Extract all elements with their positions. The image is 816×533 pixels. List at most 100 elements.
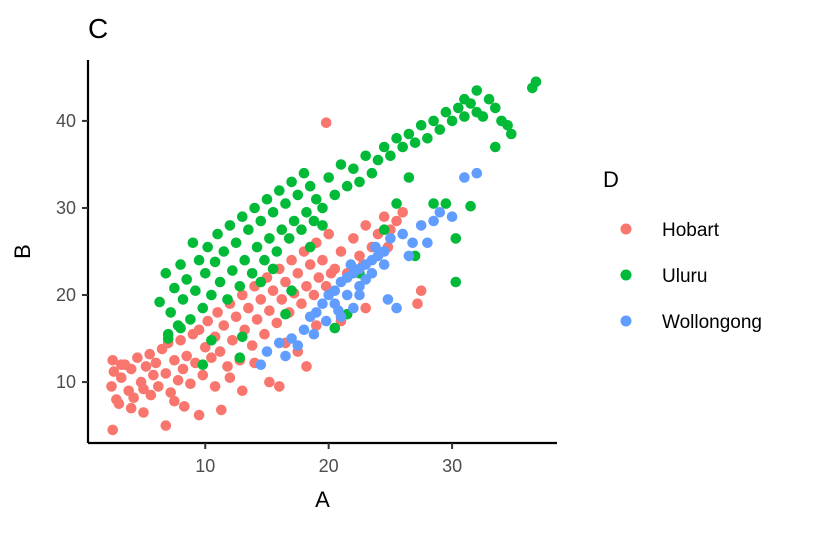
data-point	[187, 237, 199, 249]
data-point	[286, 333, 297, 344]
data-point	[333, 305, 344, 317]
data-point	[138, 407, 149, 418]
data-point	[246, 340, 258, 351]
data-point	[255, 294, 267, 305]
y-tick-label: 30	[56, 198, 76, 218]
data-point	[200, 342, 211, 353]
data-point	[280, 198, 291, 209]
series-wollongong	[255, 167, 483, 371]
data-point	[471, 167, 483, 179]
data-point	[378, 246, 390, 257]
y-tick-label: 40	[56, 111, 76, 131]
data-point	[193, 324, 205, 336]
data-point	[185, 314, 196, 325]
data-point	[267, 263, 279, 275]
data-point	[144, 348, 155, 360]
data-point	[200, 268, 211, 279]
data-point	[440, 198, 452, 209]
data-point	[311, 194, 322, 205]
plot-title: C	[88, 13, 108, 44]
data-point	[360, 302, 372, 314]
data-point	[107, 355, 118, 366]
data-point	[391, 198, 402, 209]
data-point	[360, 274, 372, 285]
x-tick-label: 30	[442, 456, 462, 476]
x-tick-label: 10	[195, 456, 215, 476]
legend: D Hobart Uluru Wollongong	[603, 167, 762, 333]
data-point	[286, 176, 297, 188]
data-point	[150, 357, 162, 369]
data-point	[354, 250, 365, 262]
data-point	[154, 296, 165, 308]
data-point	[434, 124, 446, 135]
data-point	[165, 387, 176, 398]
data-point	[378, 211, 390, 222]
legend-key-uluru	[620, 269, 632, 281]
data-point	[434, 207, 446, 218]
data-point	[209, 256, 221, 268]
data-point	[320, 281, 332, 292]
data-point	[165, 307, 176, 318]
data-point	[341, 289, 353, 301]
data-point	[317, 254, 328, 266]
data-point	[177, 363, 189, 375]
data-point	[214, 346, 226, 357]
data-point	[407, 237, 418, 249]
data-point	[237, 211, 248, 222]
data-point	[169, 395, 180, 407]
data-point	[329, 189, 341, 201]
data-point	[224, 372, 236, 384]
data-point	[255, 276, 267, 288]
points-layer	[106, 76, 542, 436]
data-point	[162, 333, 174, 344]
y-tick-label: 20	[56, 285, 76, 305]
data-point	[385, 233, 396, 244]
data-point	[145, 389, 157, 401]
data-point	[264, 233, 275, 244]
y-axis-ticks: 10 20 30 40	[56, 111, 88, 392]
data-point	[230, 237, 242, 249]
data-point	[341, 180, 353, 192]
data-point	[286, 285, 297, 297]
data-point	[197, 302, 209, 314]
data-point	[403, 250, 415, 262]
data-point	[335, 159, 347, 170]
data-point	[311, 307, 322, 318]
legend-key-hobart	[620, 223, 632, 235]
data-point	[197, 369, 209, 381]
data-point	[317, 220, 328, 231]
data-point	[415, 285, 427, 297]
legend-key-wollongong	[620, 315, 632, 327]
data-point	[276, 224, 288, 235]
data-point	[169, 282, 180, 294]
data-point	[360, 220, 372, 231]
data-point	[202, 315, 213, 327]
data-point	[274, 337, 285, 349]
data-point	[274, 381, 285, 392]
data-point	[202, 241, 213, 253]
data-point	[193, 254, 205, 266]
data-point	[261, 194, 273, 205]
data-point	[459, 172, 470, 183]
data-point	[197, 359, 209, 371]
data-point	[397, 228, 409, 240]
data-point	[280, 308, 291, 320]
data-point	[255, 359, 267, 371]
data-point	[116, 372, 127, 384]
data-point	[403, 128, 415, 140]
data-point	[308, 215, 320, 227]
data-point	[453, 102, 464, 114]
data-point	[116, 359, 127, 371]
data-point	[172, 375, 184, 386]
data-point	[502, 120, 513, 131]
data-point	[212, 228, 223, 240]
data-point	[185, 378, 196, 390]
data-point	[175, 335, 186, 346]
data-point	[385, 150, 396, 162]
data-point	[301, 361, 312, 372]
data-point	[276, 294, 288, 305]
data-point	[298, 167, 310, 179]
data-point	[308, 328, 320, 340]
